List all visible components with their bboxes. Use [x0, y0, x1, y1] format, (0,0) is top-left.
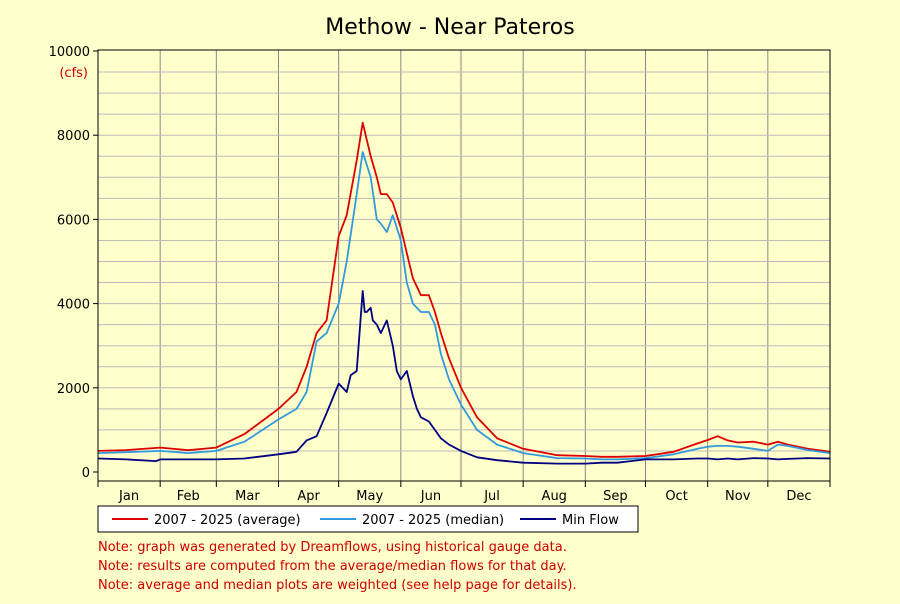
x-tick-label: Sep: [603, 489, 628, 504]
series-line-2: [97, 151, 831, 461]
x-tick-label: May: [356, 489, 383, 504]
note-line-3: Note: average and median plots are weigh…: [98, 578, 577, 593]
note-line-1: Note: graph was generated by Dreamflows,…: [98, 540, 567, 555]
y-axis-unit: (cfs): [59, 66, 88, 81]
legend: 2007 - 2025 (average) 2007 - 2025 (median…: [97, 505, 639, 533]
x-tick-label: Nov: [725, 489, 751, 504]
legend-label: 2007 - 2025 (average): [154, 513, 301, 528]
axis-layer: 0 2000 4000 6000 8000 10000 Jan Feb Mar Apr May Jun…: [49, 45, 831, 504]
legend-label: Min Flow: [562, 513, 619, 528]
y-tick-label: 4000: [57, 298, 90, 313]
x-tick-label: Jun: [420, 489, 441, 504]
grid-layer: [98, 50, 830, 481]
chart-title: Methow - Near Pateros: [325, 15, 574, 40]
x-tick-label: Jul: [483, 489, 500, 504]
series-layer: [97, 121, 831, 465]
x-tick-label: Mar: [235, 489, 260, 504]
y-tick-label: 8000: [57, 129, 90, 144]
y-tick-label: 0: [82, 466, 90, 481]
y-tick-label: 10000: [49, 45, 90, 60]
series-line-3: [97, 290, 831, 465]
x-tick-label: Jan: [118, 489, 139, 504]
series-line-1: [97, 121, 831, 458]
x-tick-label: Apr: [297, 489, 320, 504]
legend-label: 2007 - 2025 (median): [362, 513, 504, 528]
note-line-2: Note: results are computed from the aver…: [98, 559, 567, 574]
x-tick-label: Dec: [786, 489, 811, 504]
x-tick-label: Feb: [177, 489, 200, 504]
plot-frame: [97, 49, 831, 482]
x-tick-label: Oct: [665, 489, 687, 504]
y-tick-label: 2000: [57, 382, 90, 397]
x-tick-label: Aug: [542, 489, 567, 504]
y-tick-label: 6000: [57, 213, 90, 228]
